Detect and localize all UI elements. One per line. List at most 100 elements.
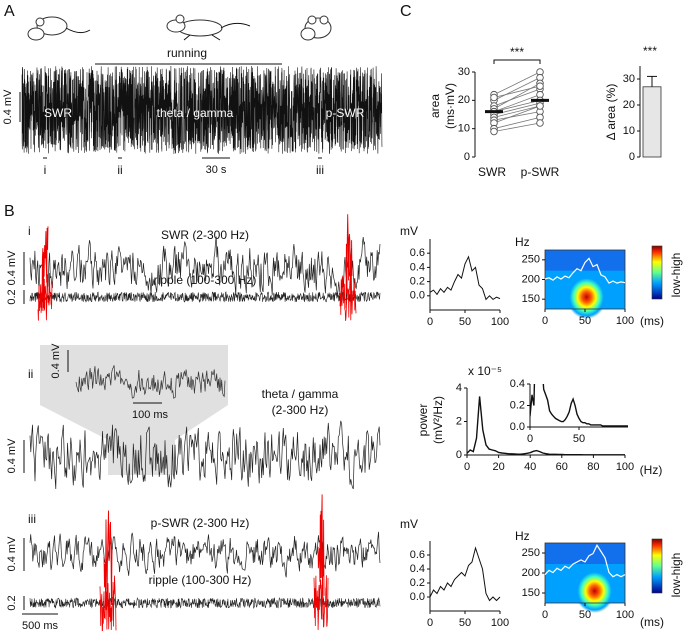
scale-label: 0.4 mV: [50, 343, 62, 379]
y-axis-label: Δ area (%): [604, 84, 618, 141]
x-axis-label: (ms): [640, 615, 664, 629]
y-axis-label: power: [416, 404, 430, 437]
trace: [29, 531, 381, 578]
x-tick-label: 50: [573, 433, 585, 445]
y-tick-label: 2: [456, 415, 462, 427]
x-tick-label: 0: [464, 461, 470, 473]
pair-line: [493, 82, 541, 110]
y-tick-label: 0.4: [410, 563, 425, 575]
scale-label: 0.4 mV: [6, 438, 18, 474]
colorbar-label: low-high: [669, 553, 683, 598]
pair-line: [493, 99, 541, 113]
trace: [29, 291, 381, 303]
x-tick-label: 100: [616, 315, 634, 327]
y-tick-label: 0: [629, 151, 635, 163]
trace: [29, 420, 381, 490]
trace: [317, 494, 325, 596]
x-tick-label: 100: [491, 617, 509, 629]
state-label: SWR: [44, 106, 72, 120]
scale-label: 0.2: [6, 289, 18, 304]
x-tick-label: 0: [527, 433, 533, 445]
y-axis-label: area: [428, 94, 442, 118]
trace: [103, 510, 113, 611]
pair-line: [493, 105, 541, 124]
y-tick-label: 250: [522, 547, 540, 559]
y-tick-label: 150: [522, 293, 540, 305]
heatmap-hotspot: [566, 275, 607, 319]
scale-label: 0.4 mV: [6, 536, 18, 572]
trace-title: theta / gamma: [262, 387, 339, 401]
pair-line: [493, 77, 541, 101]
scale-label: 500 ms: [22, 620, 59, 632]
y-axis-label: (ms·mV): [443, 83, 457, 129]
x-tick-label: 80: [587, 461, 599, 473]
y-tick-label: 20: [623, 99, 635, 111]
x-tick-label: p-SWR: [521, 165, 560, 179]
x-tick-label: SWR: [478, 165, 506, 179]
x-axis-label: (Hz): [640, 463, 663, 477]
data-point: [490, 93, 498, 102]
bar: [642, 86, 662, 158]
y-axis-label: Hz: [515, 235, 530, 249]
pair-line: [493, 116, 541, 130]
panel-label: B: [4, 203, 15, 220]
scale-label: 100 ms: [132, 409, 169, 421]
x-tick-label: 100: [616, 461, 634, 473]
panel-label: A: [4, 3, 15, 20]
row-label: ii: [28, 367, 33, 381]
epoch-marker-label: ii: [117, 163, 122, 177]
x-axis-label: (ms): [640, 314, 664, 328]
heatmap-hotspot: [574, 569, 615, 613]
y-tick-label: 0.2: [410, 577, 425, 589]
scale-label: 30 s: [206, 164, 227, 176]
y-tick-label: 20: [458, 94, 470, 106]
epoch-marker-label: iii: [316, 163, 324, 177]
x-tick-label: 50: [579, 315, 591, 327]
y-tick-label: 0.2: [510, 399, 525, 411]
mouse-icon: [300, 15, 332, 41]
overlay-trace: [544, 257, 626, 284]
trace: [21, 65, 383, 155]
trace: [313, 575, 329, 631]
state-label: theta / gamma: [157, 106, 234, 120]
x-tick-label: 50: [459, 617, 471, 629]
y-axis-label: Hz: [515, 529, 530, 543]
trace: [339, 273, 357, 321]
pair-line: [493, 88, 541, 107]
heatmap-low: [545, 250, 625, 271]
y-tick-label: 30: [623, 73, 635, 85]
data-point: [490, 127, 498, 136]
x-tick-label: 0: [427, 617, 433, 629]
trace-title: ripple (100-300 Hz): [149, 573, 252, 587]
trace-title: p-SWR (2-300 Hz): [151, 516, 250, 530]
scale-label: 0.4 mV: [2, 89, 14, 125]
panel-label: C: [400, 3, 412, 20]
x-tick-label: 50: [459, 316, 471, 328]
trace-title: (2-300 Hz): [272, 403, 329, 417]
state-label: p-SWR: [326, 106, 365, 120]
x-tick-label: 60: [556, 461, 568, 473]
y-tick-label: 10: [458, 123, 470, 135]
epoch-label: running: [167, 46, 207, 60]
mouse-icon: [27, 16, 91, 41]
spectrum-inset: [530, 384, 628, 427]
x-tick-label: 0: [542, 609, 548, 621]
line: [429, 255, 501, 301]
colorbar: [651, 538, 663, 594]
data-point: [536, 119, 544, 127]
data-point: [536, 82, 544, 90]
row-label: iii: [28, 512, 36, 526]
overlay-trace: [544, 543, 626, 578]
x-tick-label: 100: [616, 609, 634, 621]
y-exponent: x 10⁻⁵: [468, 364, 502, 378]
significance: ***: [643, 44, 657, 58]
y-tick-label: 0: [464, 151, 470, 163]
y-tick-label: 0: [456, 449, 462, 461]
y-tick-label: 0.4: [510, 378, 525, 390]
pair-line: [493, 105, 541, 118]
y-axis-label: mV: [400, 517, 418, 531]
trace-group: [21, 65, 383, 155]
y-tick-label: 200: [522, 567, 540, 579]
y-tick-label: 10: [623, 125, 635, 137]
trace: [41, 226, 49, 308]
